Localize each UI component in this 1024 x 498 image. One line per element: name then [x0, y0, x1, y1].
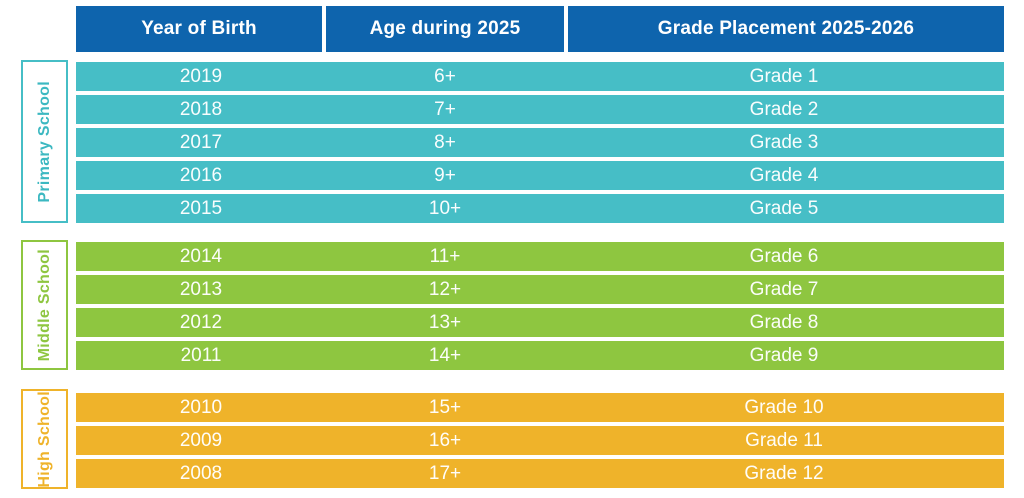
year-cell: 2014: [179, 245, 223, 267]
age-cell: 8+: [434, 131, 456, 153]
year-cell: 2008: [179, 462, 223, 484]
table-row: 2016 9+ Grade 4: [76, 161, 1004, 190]
table-row: 2010 15+ Grade 10: [76, 393, 1004, 422]
grade-cell: Grade 1: [749, 65, 819, 87]
table-row: 2017 8+ Grade 3: [76, 128, 1004, 157]
high-school-rows: 2010 15+ Grade 10 2009 16+ Grade 11 2008…: [76, 393, 1004, 488]
year-cell: 2011: [180, 344, 222, 366]
grade-cell: Grade 10: [744, 396, 824, 418]
grade-cell: Grade 5: [749, 197, 819, 219]
grade-cell: Grade 4: [749, 164, 819, 186]
year-cell: 2013: [179, 278, 223, 300]
table-row: 2019 6+ Grade 1: [76, 62, 1004, 91]
table-row: 2011 14+ Grade 9: [76, 341, 1004, 370]
section-label-text: High School: [35, 390, 53, 488]
table-row: 2014 11+ Grade 6: [76, 242, 1004, 271]
middle-school-rows: 2014 11+ Grade 6 2013 12+ Grade 7 2012 1…: [76, 242, 1004, 370]
grade-cell: Grade 7: [749, 278, 819, 300]
year-cell: 2017: [179, 131, 223, 153]
age-cell: 10+: [428, 197, 462, 219]
column-header-year-of-birth: Year of Birth: [76, 6, 322, 52]
table-row: 2012 13+ Grade 8: [76, 308, 1004, 337]
age-cell: 14+: [428, 344, 462, 366]
table-row: 2008 17+ Grade 12: [76, 459, 1004, 488]
age-cell: 11+: [429, 245, 461, 267]
grade-cell: Grade 12: [744, 462, 824, 484]
grade-cell: Grade 11: [745, 429, 823, 451]
age-cell: 13+: [428, 311, 462, 333]
table-row: 2018 7+ Grade 2: [76, 95, 1004, 124]
year-cell: 2016: [179, 164, 223, 186]
age-cell: 6+: [434, 65, 456, 87]
age-cell: 17+: [428, 462, 462, 484]
grade-cell: Grade 2: [749, 98, 819, 120]
grade-cell: Grade 6: [749, 245, 819, 267]
section-label-middle-school: Middle School: [21, 240, 68, 370]
column-header-grade-placement: Grade Placement 2025-2026: [568, 6, 1004, 52]
year-cell: 2015: [179, 197, 223, 219]
age-cell: 12+: [428, 278, 462, 300]
primary-school-rows: 2019 6+ Grade 1 2018 7+ Grade 2 2017 8+ …: [76, 62, 1004, 223]
year-cell: 2010: [179, 396, 223, 418]
year-cell: 2012: [179, 311, 223, 333]
age-cell: 15+: [428, 396, 462, 418]
table-row: 2009 16+ Grade 11: [76, 426, 1004, 455]
section-label-high-school: High School: [21, 389, 68, 489]
section-label-text: Middle School: [35, 248, 53, 362]
column-header-age-during-2025: Age during 2025: [326, 6, 564, 52]
year-cell: 2018: [179, 98, 223, 120]
table-row: 2013 12+ Grade 7: [76, 275, 1004, 304]
section-label-text: Primary School: [35, 80, 53, 203]
section-label-primary-school: Primary School: [21, 60, 68, 223]
grade-cell: Grade 8: [749, 311, 819, 333]
age-cell: 16+: [428, 429, 462, 451]
grade-cell: Grade 9: [749, 344, 819, 366]
age-cell: 9+: [434, 164, 456, 186]
age-cell: 7+: [434, 98, 456, 120]
table-row: 2015 10+ Grade 5: [76, 194, 1004, 223]
grade-cell: Grade 3: [749, 131, 819, 153]
table-header-row: Year of Birth Age during 2025 Grade Plac…: [76, 6, 1004, 52]
year-cell: 2009: [179, 429, 223, 451]
year-cell: 2019: [179, 65, 223, 87]
